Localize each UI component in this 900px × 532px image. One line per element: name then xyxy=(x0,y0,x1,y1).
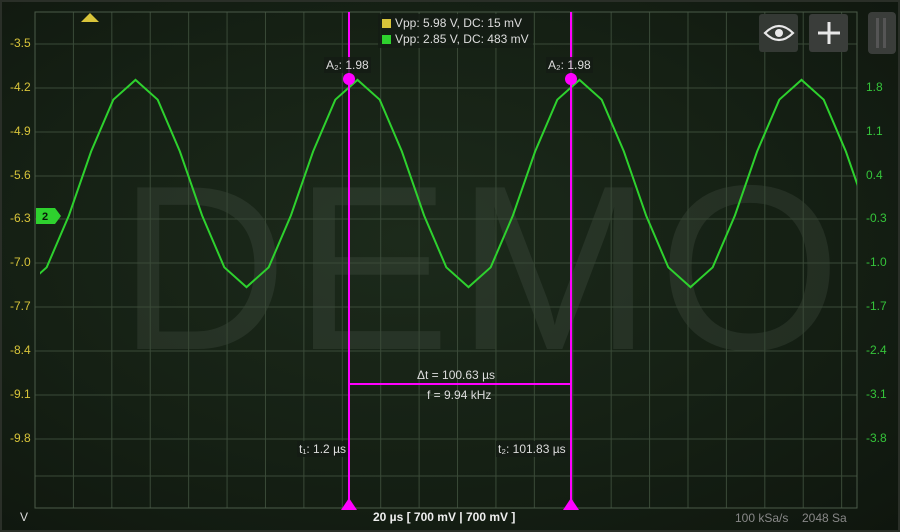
delta-time: Δt = 100.63 µs xyxy=(417,368,495,382)
ch2-marker-label: 2 xyxy=(42,211,48,223)
left-axis-tick: -3.5 xyxy=(10,36,31,50)
left-axis-tick: -7.7 xyxy=(10,299,31,313)
trigger-marker-icon xyxy=(81,13,99,22)
cursor1-time: t₁: 1.2 µs xyxy=(297,441,348,457)
legend-ch2: Vpp: 2.85 V, DC: 483 mV xyxy=(382,31,529,47)
ch2-waveform xyxy=(40,78,857,289)
left-axis-tick: -9.1 xyxy=(10,387,31,401)
right-axis-tick: -3.1 xyxy=(866,387,887,401)
measurement-legend: Vpp: 5.98 V, DC: 15 mV Vpp: 2.85 V, DC: … xyxy=(378,14,533,48)
cursor1-amplitude: A₂: 1.98 xyxy=(324,57,371,73)
left-axis-unit: V xyxy=(20,510,29,524)
cursor-handle-icon[interactable] xyxy=(563,498,579,510)
plot-border xyxy=(34,11,858,509)
eye-icon xyxy=(762,24,795,42)
right-axis-tick: -2.4 xyxy=(866,343,887,357)
ch1-measurement: Vpp: 5.98 V, DC: 15 mV xyxy=(395,16,522,30)
left-axis-tick: -4.9 xyxy=(10,124,31,138)
cursor-amplitude-dot xyxy=(343,73,355,85)
left-axis-tick: -7.0 xyxy=(10,255,31,269)
left-axis-tick: -5.6 xyxy=(10,168,31,182)
left-axis-tick: -8.4 xyxy=(10,343,31,357)
left-axis-tick: -4.2 xyxy=(10,80,31,94)
timebase-scale[interactable]: 20 µs [ 700 mV | 700 mV ] xyxy=(373,510,516,524)
right-axis-tick: 1.1 xyxy=(866,124,883,138)
right-axis-tick: -1.7 xyxy=(866,299,887,313)
right-axis-tick: 1.8 xyxy=(866,80,883,94)
side-panel-handle[interactable] xyxy=(868,12,896,54)
cursor-handle-icon[interactable] xyxy=(341,498,357,510)
cursor2-amplitude: A₂: 1.98 xyxy=(546,57,593,73)
right-axis-tick: -1.0 xyxy=(866,255,887,269)
visibility-button[interactable] xyxy=(759,14,798,52)
legend-ch1: Vpp: 5.98 V, DC: 15 mV xyxy=(382,15,529,31)
ch2-offset-marker xyxy=(36,208,61,224)
demo-watermark: DEMO xyxy=(118,136,847,399)
ch1-swatch xyxy=(382,19,391,28)
sample-rate: 100 kSa/s xyxy=(735,511,789,525)
plus-icon xyxy=(817,22,840,44)
left-axis-tick: -6.3 xyxy=(10,211,31,225)
right-axis-tick: -3.8 xyxy=(866,431,887,445)
left-axis-tick: -9.8 xyxy=(10,431,31,445)
cursor-amplitude-dot xyxy=(565,73,577,85)
sample-count: 2048 Sa xyxy=(802,511,847,525)
ch2-swatch xyxy=(382,35,391,44)
frequency: f = 9.94 kHz xyxy=(427,388,492,402)
add-button[interactable] xyxy=(809,14,848,52)
cursor2-time: t₂: 101.83 µs xyxy=(496,441,568,457)
right-axis-tick: -0.3 xyxy=(866,211,887,225)
right-axis-tick: 0.4 xyxy=(866,168,883,182)
ch2-measurement: Vpp: 2.85 V, DC: 483 mV xyxy=(395,32,529,46)
